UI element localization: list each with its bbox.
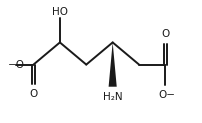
Text: H₂N: H₂N xyxy=(102,92,122,102)
Polygon shape xyxy=(108,42,116,87)
Text: O: O xyxy=(161,29,169,39)
Text: HO: HO xyxy=(52,7,67,17)
Text: −O: −O xyxy=(8,60,25,70)
Text: O: O xyxy=(29,89,37,99)
Text: O−: O− xyxy=(157,90,174,100)
